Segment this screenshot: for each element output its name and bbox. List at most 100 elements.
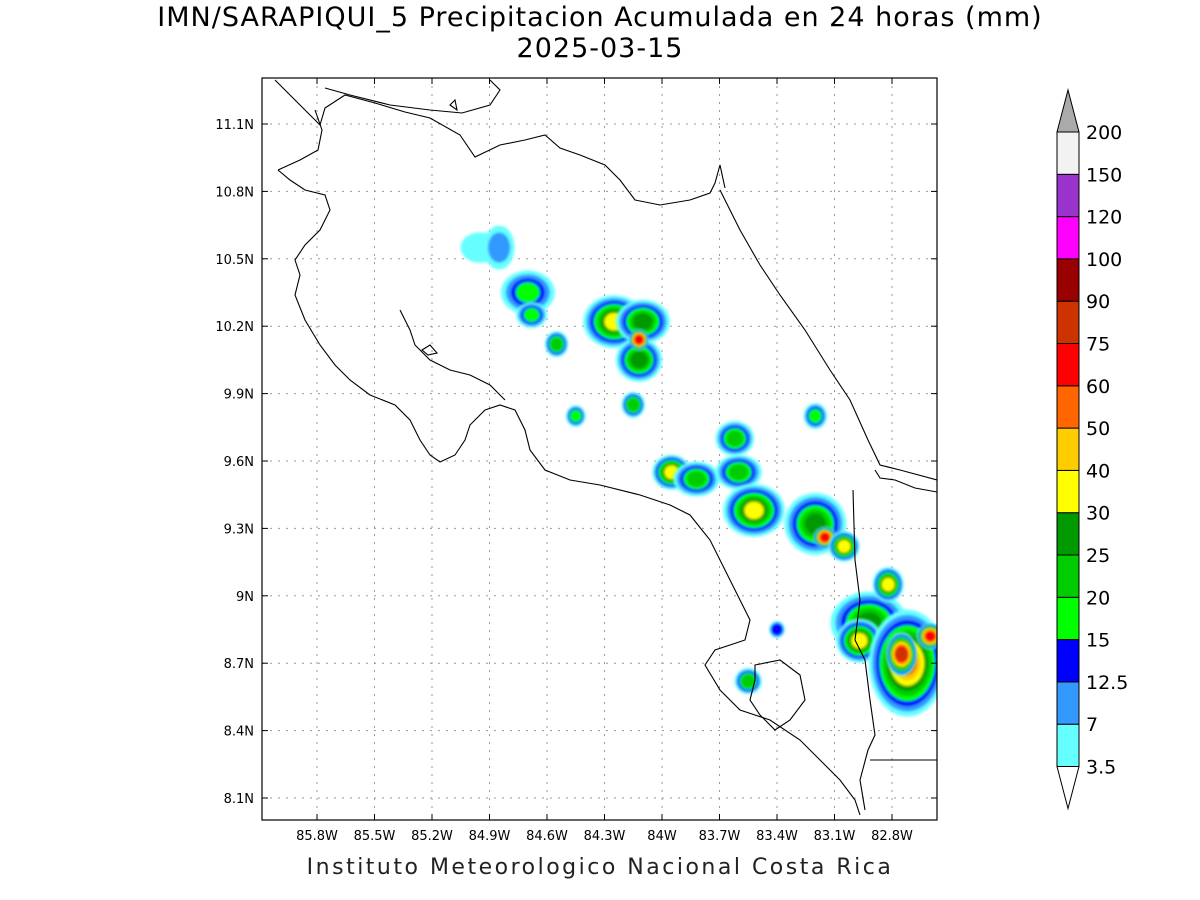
rain-contour (634, 334, 644, 345)
lon-tick-label: 84.3W (584, 829, 626, 844)
colorbar-label: 25 (1086, 545, 1110, 567)
plot-frame (261, 77, 938, 821)
lat-tick-label: 10.5N (215, 253, 254, 268)
colorbar-low-arrow (1056, 766, 1080, 811)
lat-tick-label: 9.9N (224, 388, 254, 403)
lat-tick-label: 9N (236, 590, 254, 605)
colorbar-segment (1056, 300, 1080, 345)
colorbar-segment (1056, 216, 1080, 260)
rain-cell (516, 301, 548, 328)
rain-contour (771, 623, 783, 636)
rain-contour (633, 313, 653, 331)
rain-cell (916, 623, 937, 650)
colorbar-label: 150 (1086, 164, 1122, 186)
map-date: 2025-03-15 (516, 33, 684, 64)
colorbar-label: 40 (1086, 460, 1110, 482)
colorbar-label: 3.5 (1086, 757, 1116, 779)
rain-contour (819, 532, 831, 543)
colorbar-segment (1056, 131, 1080, 175)
rain-contour (726, 430, 744, 447)
colorbar-segment (1056, 512, 1080, 556)
rain-cell (615, 337, 663, 382)
colorbar-label: 75 (1086, 334, 1110, 356)
lat-tick-label: 11.1N (215, 118, 254, 133)
map-title: IMN/SARAPIQUI_5 Precipitacion Acumulada … (157, 2, 1043, 33)
rain-contour (741, 674, 755, 688)
rain-cell (715, 454, 762, 490)
nicoya-island (421, 344, 439, 356)
rain-cell (872, 567, 904, 603)
lat-tick-label: 9.6N (224, 455, 254, 470)
colorbar-label: 30 (1086, 503, 1110, 525)
nicaragua-lake-shore (324, 79, 501, 114)
golfo-dulce (749, 659, 806, 731)
colorbar-segment (1056, 723, 1080, 768)
rain-cell (621, 391, 645, 418)
lon-tick-label: 84W (647, 829, 677, 844)
precipitation-field (460, 225, 937, 717)
colorbar-segment (1056, 554, 1080, 598)
colorbar-label: 15 (1086, 630, 1110, 652)
colorbar-segment (1056, 258, 1080, 302)
rain-contour (515, 282, 540, 303)
lon-tick-label: 83.1W (814, 829, 856, 844)
rain-cell (828, 531, 860, 562)
lat-tick-label: 8.7N (224, 657, 254, 672)
colorbar-label: 100 (1086, 249, 1122, 271)
latitude-axis: 11.1N 10.8N 10.5N 10.2N 9.9N 9.6N 9.3N 9N 8.7N 8.… (215, 118, 937, 807)
rain-cell (734, 668, 762, 695)
lat-tick-label: 8.1N (224, 792, 254, 807)
panama-border (852, 489, 876, 811)
colorbar-segment (1056, 173, 1080, 218)
colorbar-label: 200 (1086, 122, 1122, 144)
colorbar-segment (1056, 469, 1080, 514)
rain-cell (769, 621, 785, 638)
rain-cell (566, 405, 586, 427)
rain-contour (808, 408, 822, 424)
rain-contour (569, 409, 582, 423)
colorbar-high-arrow (1056, 88, 1080, 133)
institution-credit: Instituto Meteorologico Nacional Costa R… (306, 855, 894, 880)
rain-cell (629, 328, 649, 351)
colorbar-label: 90 (1086, 291, 1110, 313)
colorbar-segment (1056, 343, 1080, 387)
lon-tick-label: 83.7W (699, 829, 741, 844)
colorbar-label: 7 (1086, 714, 1098, 736)
lon-tick-label: 84.9W (469, 829, 511, 844)
colorbar-label: 12.5 (1086, 672, 1128, 694)
lon-tick-label: 85.2W (411, 829, 453, 844)
rain-contour (488, 232, 511, 263)
nicaragua-islet (449, 98, 458, 112)
rain-contour (523, 307, 540, 323)
colorbar-segment (1056, 427, 1080, 471)
rain-contour (744, 501, 764, 520)
colorbar-segment (1056, 681, 1080, 725)
lat-tick-label: 10.8N (215, 185, 254, 200)
rain-cell (715, 421, 755, 457)
rain-cell (803, 403, 827, 430)
lon-tick-label: 84.6W (526, 829, 568, 844)
rain-cell (615, 299, 670, 344)
panama-coast (870, 469, 937, 761)
lon-tick-label: 85.8W (296, 829, 338, 844)
rain-cell (500, 270, 555, 315)
rain-contour (851, 632, 868, 649)
lon-tick-label: 85.5W (354, 829, 396, 844)
rain-contour (627, 398, 640, 412)
colorbar-segment (1056, 596, 1080, 641)
rain-contour (550, 337, 563, 351)
colorbar-label: 60 (1086, 376, 1110, 398)
longitude-axis: 85.8W 85.5W 85.2W 84.9W 84.6W 84.3W 84W 83.7W 83… (296, 78, 913, 844)
rain-cell (544, 331, 569, 358)
lat-tick-label: 8.4N (224, 725, 254, 740)
rain-cell (483, 225, 515, 270)
rain-cell (723, 483, 785, 537)
colorbar-label: 20 (1086, 587, 1110, 609)
lat-tick-label: 9.3N (224, 522, 254, 537)
nicoya-gulf (399, 309, 506, 401)
coastline-borders (274, 79, 937, 816)
rain-contour (630, 351, 648, 369)
colorbar-legend: 3.5 7 12.5 15 20 25 30 40 50 60 75 90 100 120 150 200 (1056, 88, 1128, 811)
rain-contour (895, 647, 908, 661)
